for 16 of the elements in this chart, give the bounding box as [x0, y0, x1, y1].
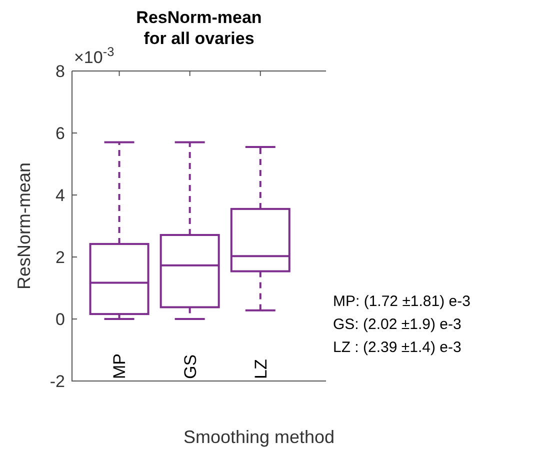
- y-tick-label: 4: [56, 186, 65, 205]
- y-axis-title: ResNorm-mean: [14, 162, 34, 290]
- text: LZ : (2.39 ±1.4) e-3: [333, 339, 462, 356]
- x-tick-label: MP: [110, 354, 130, 379]
- x-tick-label: LZ: [251, 359, 270, 379]
- y-tick-label: 8: [56, 62, 65, 81]
- y-tick-label: 2: [56, 248, 65, 267]
- y-tick-label: 0: [56, 310, 65, 329]
- x-tick-label: GS: [180, 354, 200, 379]
- text: MP: (1.72 ±1.81) e-3: [333, 293, 470, 310]
- x-axis-title: Smoothing method: [183, 427, 335, 447]
- text: ×10$^{-3}$: [74, 44, 114, 67]
- y-tick-label: -2: [50, 372, 65, 391]
- y-tick-label: 6: [56, 124, 65, 143]
- chart-title: ResNorm-mean for all ovaries: [136, 8, 262, 48]
- text: GS: (2.02 ±1.9) e-3: [333, 316, 462, 333]
